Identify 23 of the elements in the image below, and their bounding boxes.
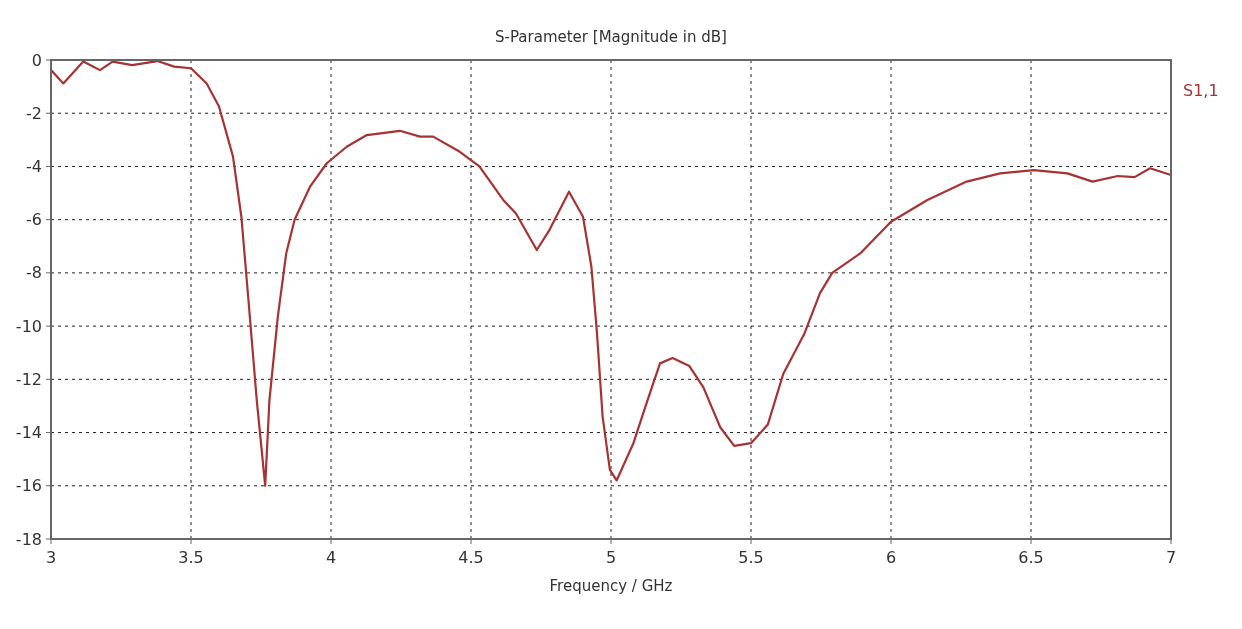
x-tick-label: 5 [605, 548, 617, 567]
x-tick-label: 3 [45, 548, 57, 567]
text: S1,1 [1183, 81, 1219, 100]
x-axis-title: Frequency / GHz [549, 577, 673, 595]
y-tick-label: -4 [26, 157, 42, 177]
x-tick-label: 6.5 [1018, 548, 1044, 567]
x-tick-label: 5.5 [738, 548, 764, 567]
y-tick-label: -18 [15, 529, 42, 549]
y-tick-label: -10 [15, 316, 42, 336]
y-tick-label: 0 [31, 50, 42, 70]
x-tick-label: 7 [1165, 548, 1177, 567]
x-tick-label: 4.5 [458, 548, 484, 567]
y-tick-label: -14 [15, 423, 42, 443]
x-tick-label: 4 [325, 548, 337, 567]
y-tick-label: -6 [26, 210, 42, 230]
y-tick-label: -2 [26, 103, 42, 123]
y-tick-label: -16 [15, 476, 42, 496]
x-tick-label: 3.5 [178, 548, 204, 567]
x-tick-label: 6 [885, 548, 897, 567]
line-series [49, 59, 1173, 487]
chart-title: S-Parameter [Magnitude in dB] [495, 28, 727, 46]
y-tick-label: -8 [26, 263, 42, 283]
y-tick-label: -12 [15, 369, 42, 389]
